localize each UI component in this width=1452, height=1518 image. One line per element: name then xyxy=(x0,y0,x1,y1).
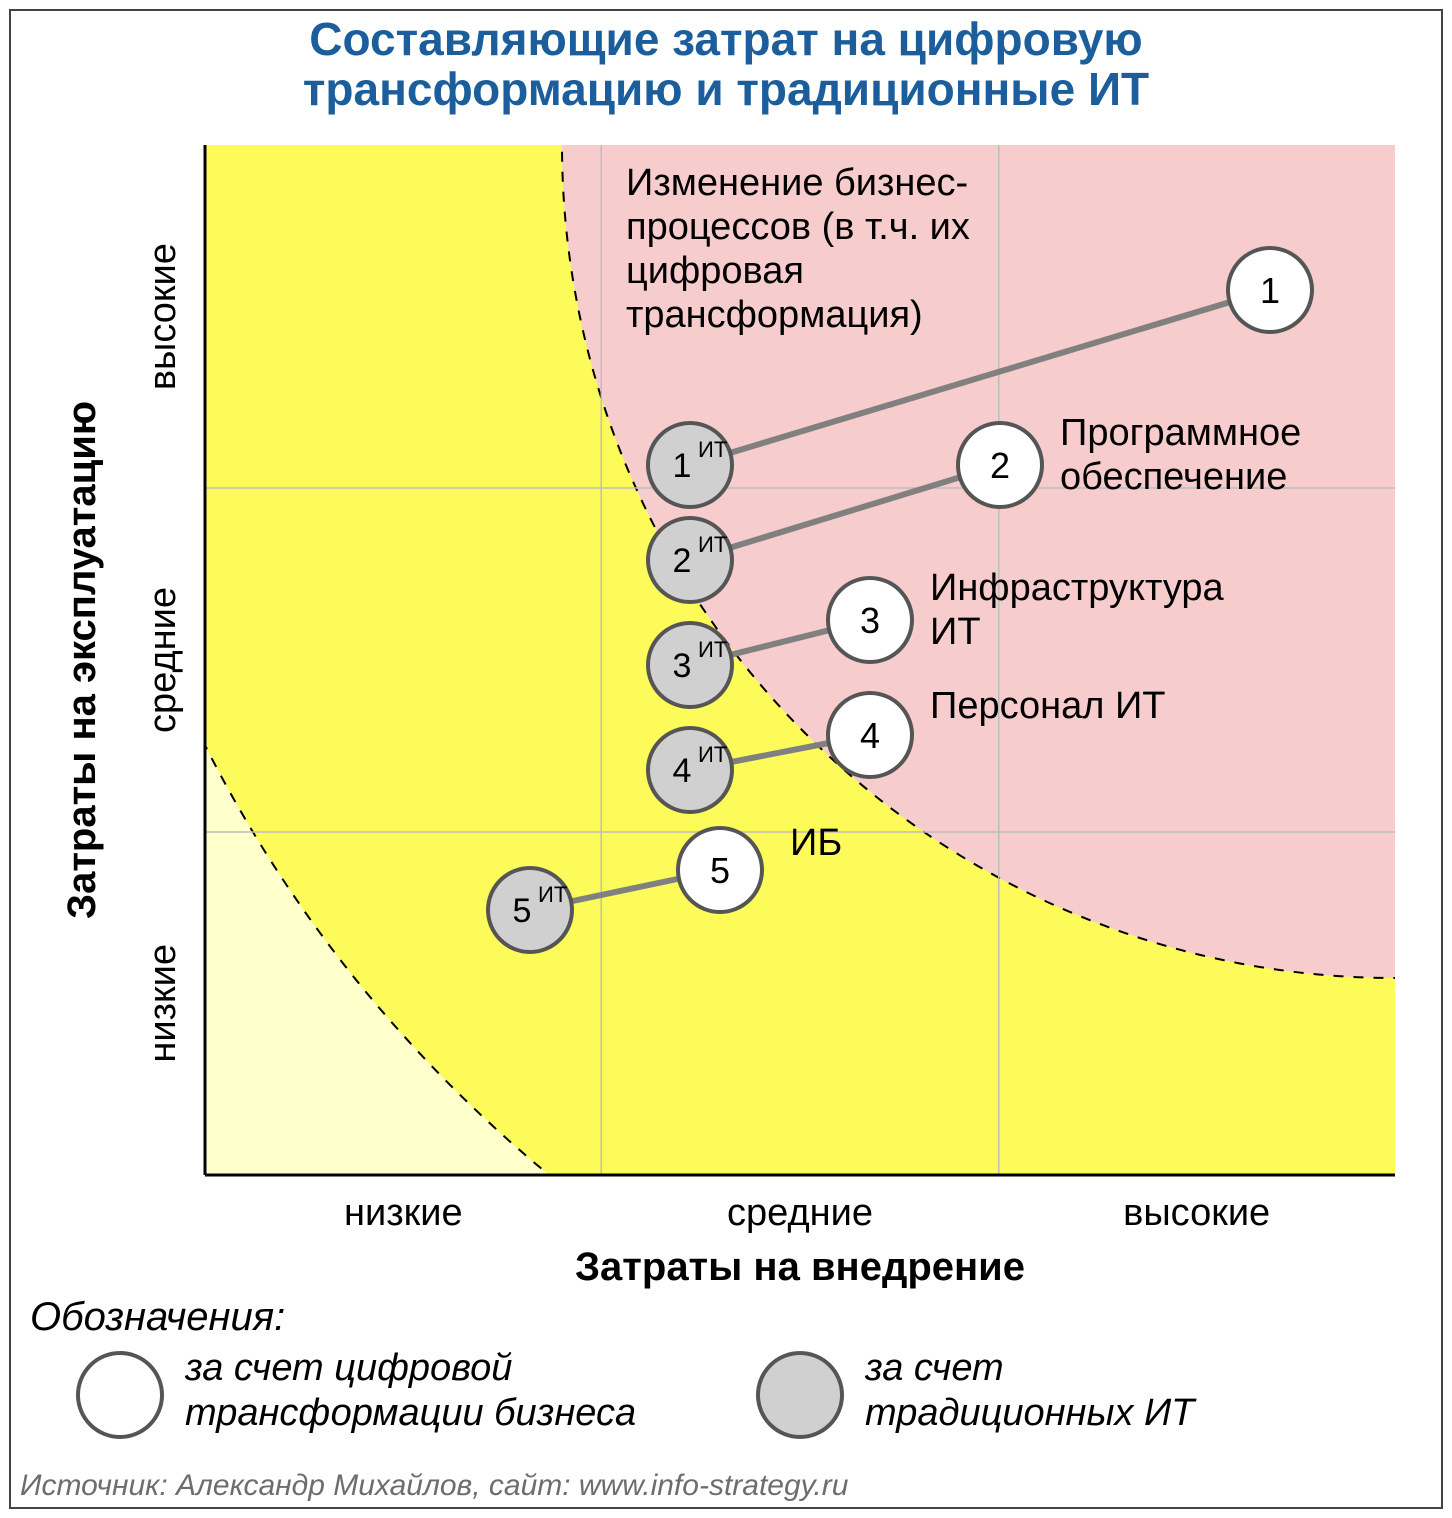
y-tick-1: средние xyxy=(142,587,184,733)
node-gray-num-4: 4 xyxy=(673,752,692,790)
source-text: Источник: Александр Михайлов, сайт: www.… xyxy=(20,1469,849,1502)
diagram-container: Составляющие затрат на цифровуютрансформ… xyxy=(0,0,1452,1518)
legend-text-gray-line1: традиционных ИТ xyxy=(865,1392,1197,1434)
node-gray-num-3: 3 xyxy=(673,647,692,685)
x-tick-0: низкие xyxy=(344,1192,463,1234)
diagram-svg: Составляющие затрат на цифровуютрансформ… xyxy=(0,0,1452,1518)
node-open-num-1: 1 xyxy=(1260,270,1280,311)
item-label-1-line3: трансформация) xyxy=(626,294,923,336)
node-gray-sup-4: ИТ xyxy=(698,742,727,767)
item-label-1-line2: цифровая xyxy=(626,250,804,292)
node-gray-sup-5: ИТ xyxy=(538,882,567,907)
node-gray-sup-1: ИТ xyxy=(698,437,727,462)
node-gray-sup-2: ИТ xyxy=(698,532,727,557)
item-label-5-line0: ИБ xyxy=(790,822,842,864)
node-open-num-2: 2 xyxy=(990,445,1010,486)
legend-marker-open xyxy=(78,1353,162,1437)
item-label-3-line0: Инфраструктура xyxy=(930,567,1225,609)
node-gray-sup-3: ИТ xyxy=(698,637,727,662)
node-gray-num-1: 1 xyxy=(673,447,692,485)
chart-title-line1: Составляющие затрат на цифровую xyxy=(309,13,1142,65)
node-gray-num-2: 2 xyxy=(673,542,692,580)
y-tick-2: высокие xyxy=(142,243,184,390)
y-tick-0: низкие xyxy=(142,944,184,1063)
item-label-1-line0: Изменение бизнес- xyxy=(626,162,968,204)
legend-marker-gray xyxy=(758,1353,842,1437)
item-label-2-line1: обеспечение xyxy=(1060,456,1287,498)
node-open-num-5: 5 xyxy=(710,850,730,891)
item-label-3-line1: ИТ xyxy=(930,611,981,653)
y-axis-label: Затраты на эксплуатацию xyxy=(60,401,104,919)
legend-text-open-line0: за счет цифровой xyxy=(184,1347,512,1389)
node-gray-num-5: 5 xyxy=(513,892,532,930)
x-tick-2: высокие xyxy=(1123,1192,1270,1234)
node-open-num-4: 4 xyxy=(860,715,880,756)
legend-text-open-line1: трансформации бизнеса xyxy=(185,1392,636,1434)
item-label-2-line0: Программное xyxy=(1060,412,1301,454)
legend-title: Обозначения: xyxy=(30,1295,285,1339)
item-label-1-line1: процессов (в т.ч. их xyxy=(626,206,970,248)
x-axis-label: Затраты на внедрение xyxy=(575,1245,1025,1289)
x-tick-1: средние xyxy=(727,1192,873,1234)
item-label-4-line0: Персонал ИТ xyxy=(930,685,1166,727)
chart-title-line2: трансформацию и традиционные ИТ xyxy=(303,63,1149,115)
node-open-num-3: 3 xyxy=(860,600,880,641)
legend-text-gray-line0: за счет xyxy=(864,1347,1004,1389)
